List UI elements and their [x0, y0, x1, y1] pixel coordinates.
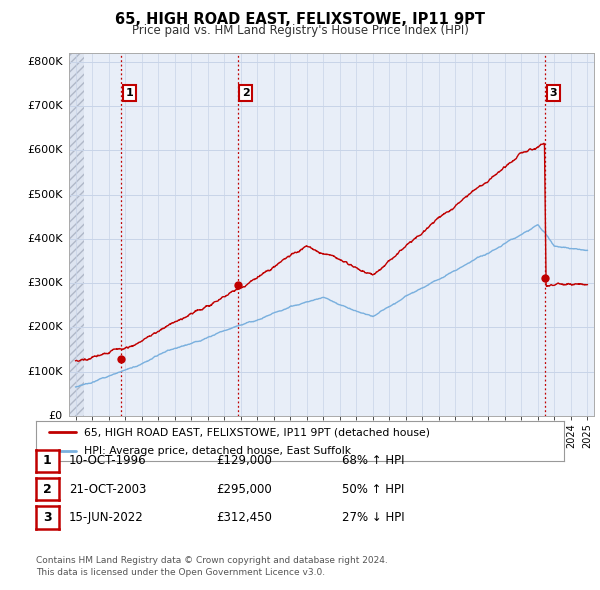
- Text: 27% ↓ HPI: 27% ↓ HPI: [342, 511, 404, 524]
- Text: £129,000: £129,000: [216, 454, 272, 467]
- Text: Price paid vs. HM Land Registry's House Price Index (HPI): Price paid vs. HM Land Registry's House …: [131, 24, 469, 37]
- Text: 50% ↑ HPI: 50% ↑ HPI: [342, 483, 404, 496]
- Text: £700K: £700K: [27, 101, 63, 111]
- Text: Contains HM Land Registry data © Crown copyright and database right 2024.
This d: Contains HM Land Registry data © Crown c…: [36, 556, 388, 576]
- Text: 2: 2: [242, 88, 250, 98]
- Text: £400K: £400K: [27, 234, 63, 244]
- Text: 3: 3: [43, 511, 52, 524]
- Text: £500K: £500K: [28, 190, 63, 199]
- Text: 1: 1: [125, 88, 133, 98]
- Text: 10-OCT-1996: 10-OCT-1996: [69, 454, 146, 467]
- Text: 3: 3: [550, 88, 557, 98]
- Text: £300K: £300K: [28, 278, 63, 288]
- Text: 15-JUN-2022: 15-JUN-2022: [69, 511, 144, 524]
- Text: 68% ↑ HPI: 68% ↑ HPI: [342, 454, 404, 467]
- Text: £100K: £100K: [28, 367, 63, 376]
- Text: 1: 1: [43, 454, 52, 467]
- Text: £200K: £200K: [27, 323, 63, 332]
- Text: £800K: £800K: [27, 57, 63, 67]
- Text: 2: 2: [43, 483, 52, 496]
- Text: 21-OCT-2003: 21-OCT-2003: [69, 483, 146, 496]
- Text: £312,450: £312,450: [216, 511, 272, 524]
- Text: £0: £0: [49, 411, 63, 421]
- Text: 65, HIGH ROAD EAST, FELIXSTOWE, IP11 9PT: 65, HIGH ROAD EAST, FELIXSTOWE, IP11 9PT: [115, 12, 485, 27]
- Text: HPI: Average price, detached house, East Suffolk: HPI: Average price, detached house, East…: [83, 447, 350, 456]
- Text: 65, HIGH ROAD EAST, FELIXSTOWE, IP11 9PT (detached house): 65, HIGH ROAD EAST, FELIXSTOWE, IP11 9PT…: [83, 427, 430, 437]
- Text: £600K: £600K: [28, 146, 63, 155]
- Text: £295,000: £295,000: [216, 483, 272, 496]
